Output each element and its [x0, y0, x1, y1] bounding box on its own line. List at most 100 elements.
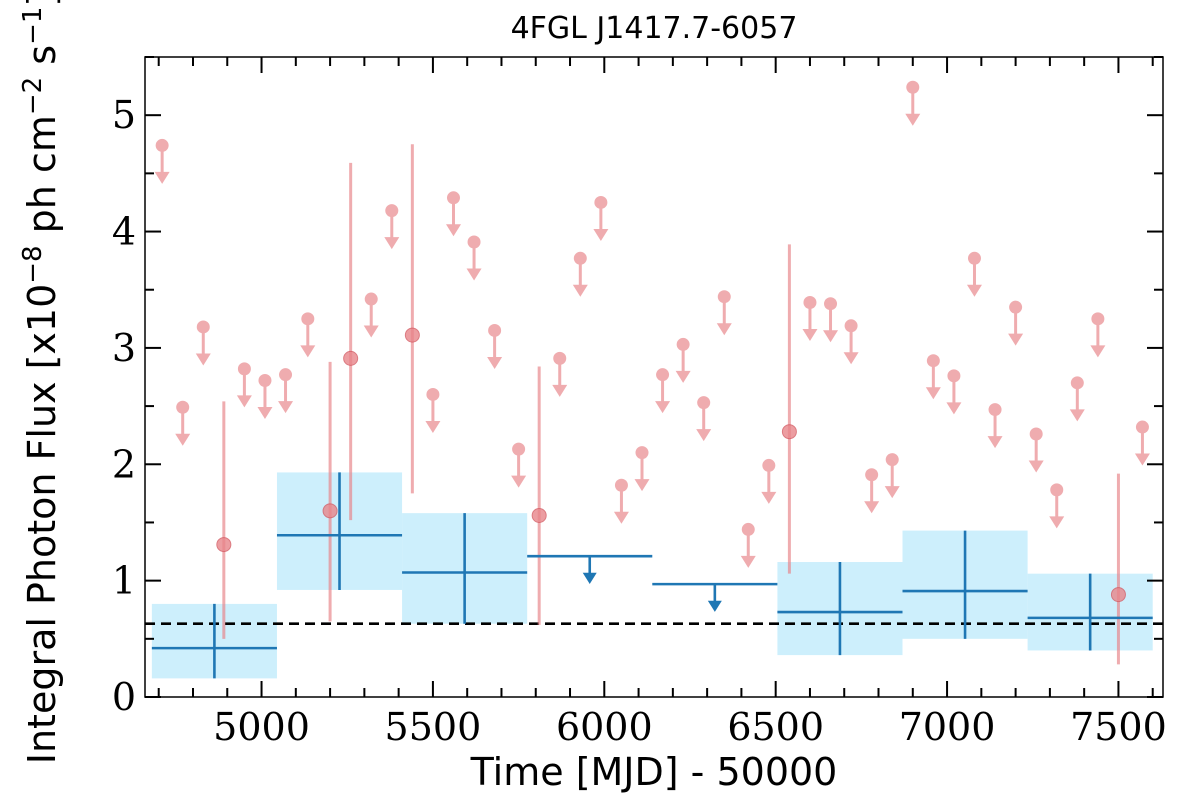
- y-axis-title-exp1: −8: [18, 245, 48, 283]
- fine-upper-limit: [1008, 300, 1024, 346]
- coarse-bin-markers: [151, 472, 1153, 679]
- y-axis-title-main: Integral Photon Flux [x10: [20, 284, 64, 765]
- x-tick-label: 6500: [727, 705, 824, 749]
- fine-detection: [781, 244, 797, 574]
- fine-upper-limit-arrow-head: [740, 555, 756, 568]
- fine-upper-limit: [864, 468, 880, 514]
- fine-upper-limit-point: [906, 80, 920, 94]
- coarse-upper-limit-arrow-head: [707, 600, 722, 612]
- y-tick-label: 4: [112, 210, 136, 254]
- fine-upper-limit-arrow-head: [384, 237, 400, 250]
- fine-upper-limit-arrow-head: [487, 356, 503, 369]
- fine-upper-limit-point: [717, 290, 731, 304]
- fine-upper-limit-arrow-head: [236, 395, 252, 408]
- fine-upper-limit: [511, 442, 527, 488]
- fine-upper-limit-point: [1135, 420, 1149, 434]
- fine-upper-limit-point: [301, 312, 315, 326]
- fine-upper-limit: [675, 337, 691, 383]
- fine-upper-limit-point: [385, 204, 399, 218]
- fine-upper-limit-point: [676, 337, 690, 351]
- coarse-bin-bands: [151, 472, 1153, 679]
- fine-upper-limit-point: [967, 251, 981, 265]
- fine-upper-limit-point: [988, 403, 1002, 417]
- y-tick-label: 2: [112, 442, 136, 486]
- fine-detection-point: [322, 503, 338, 519]
- fine-upper-limit-arrow-head: [716, 323, 732, 336]
- y-tick-label: 0: [112, 675, 136, 719]
- fine-upper-limit: [716, 290, 732, 336]
- fine-upper-limit-arrow-head: [1069, 409, 1085, 422]
- fine-upper-limit-arrow-head: [1049, 516, 1065, 529]
- fine-detection: [1110, 473, 1126, 665]
- axis-ticks: [145, 56, 1163, 698]
- y-axis-title-exp2: −2: [18, 77, 48, 115]
- fine-upper-limit-point: [947, 369, 961, 383]
- fine-upper-limit-arrow-head: [802, 329, 818, 342]
- fine-detection: [216, 401, 232, 639]
- fine-upper-limit-arrow-head: [823, 330, 839, 343]
- fine-upper-limit-arrow-head: [300, 345, 316, 358]
- fine-upper-limit-arrow-head: [1134, 453, 1150, 466]
- y-axis-title: Integral Photon Flux [x10−8 ph cm−2 s−1]: [18, 0, 64, 764]
- fine-upper-limit: [466, 235, 482, 281]
- fine-upper-limit: [425, 387, 441, 433]
- x-tick-label: 7000: [899, 705, 996, 749]
- fine-upper-limit: [843, 319, 859, 365]
- fine-upper-limit: [1069, 376, 1085, 422]
- fine-upper-limit-point: [364, 292, 378, 306]
- fine-upper-limit-arrow-head: [511, 475, 527, 488]
- fine-upper-limit-arrow-head: [696, 429, 712, 442]
- y-axis-title-end: ]: [20, 0, 64, 7]
- fine-upper-limit-arrow-head: [466, 268, 482, 281]
- fine-upper-limit-point: [155, 138, 169, 152]
- fine-upper-limit-point: [844, 319, 858, 333]
- fine-upper-limit-point: [426, 387, 440, 401]
- fine-upper-limit-point: [656, 368, 670, 382]
- fine-upper-limit-arrow-head: [154, 171, 170, 184]
- fine-upper-limit-arrow-head: [572, 284, 588, 297]
- x-tick-label: 7500: [1070, 705, 1167, 749]
- fine-upper-limit-point: [614, 478, 628, 492]
- fine-upper-limit: [761, 458, 777, 504]
- x-tick-label: 6000: [556, 705, 653, 749]
- fine-upper-limit: [384, 204, 400, 250]
- fine-upper-limit-point: [573, 251, 587, 265]
- fine-upper-limit-arrow-head: [843, 352, 859, 365]
- fine-upper-limit: [1028, 427, 1044, 473]
- fine-upper-limit: [236, 362, 252, 408]
- fine-upper-limit-point: [258, 373, 272, 387]
- fine-upper-limit-point: [1009, 300, 1023, 314]
- fine-upper-limit-arrow-head: [634, 479, 650, 492]
- fine-upper-limit: [195, 320, 211, 366]
- fine-upper-limit: [802, 296, 818, 342]
- fine-detection-point: [531, 507, 547, 523]
- fine-upper-limit: [966, 251, 982, 297]
- x-tick-label: 5000: [213, 705, 310, 749]
- fine-upper-limit-arrow-head: [1028, 460, 1044, 473]
- fine-upper-limit: [823, 297, 839, 343]
- fine-upper-limit: [884, 453, 900, 499]
- fine-upper-limit: [154, 138, 170, 184]
- fine-upper-limit: [740, 522, 756, 568]
- chart-title: 4FGL J1417.7-6057: [511, 11, 798, 46]
- fine-upper-limit: [445, 191, 461, 237]
- fine-detection-point: [404, 327, 420, 343]
- fine-upper-limit-point: [488, 323, 502, 337]
- fine-upper-limit: [1090, 312, 1106, 358]
- fine-upper-limit-arrow-head: [278, 401, 294, 414]
- fine-detection-point: [1110, 587, 1126, 603]
- fine-upper-limit-arrow-head: [864, 501, 880, 514]
- fine-upper-limit-arrow-head: [613, 511, 629, 524]
- fine-upper-limit-point: [1091, 312, 1105, 326]
- y-tick-label: 3: [112, 326, 136, 370]
- fine-upper-limit: [363, 292, 379, 338]
- fine-upper-limit-point: [762, 458, 776, 472]
- fine-upper-limit-point: [279, 368, 293, 382]
- fine-upper-limit-arrow-head: [445, 224, 461, 237]
- fine-detection-point: [343, 350, 359, 366]
- fine-upper-limit-arrow-head: [1090, 345, 1106, 358]
- fine-upper-limit-arrow-head: [175, 433, 191, 446]
- fine-upper-limit-arrow-head: [675, 370, 691, 383]
- fine-detection: [531, 366, 547, 625]
